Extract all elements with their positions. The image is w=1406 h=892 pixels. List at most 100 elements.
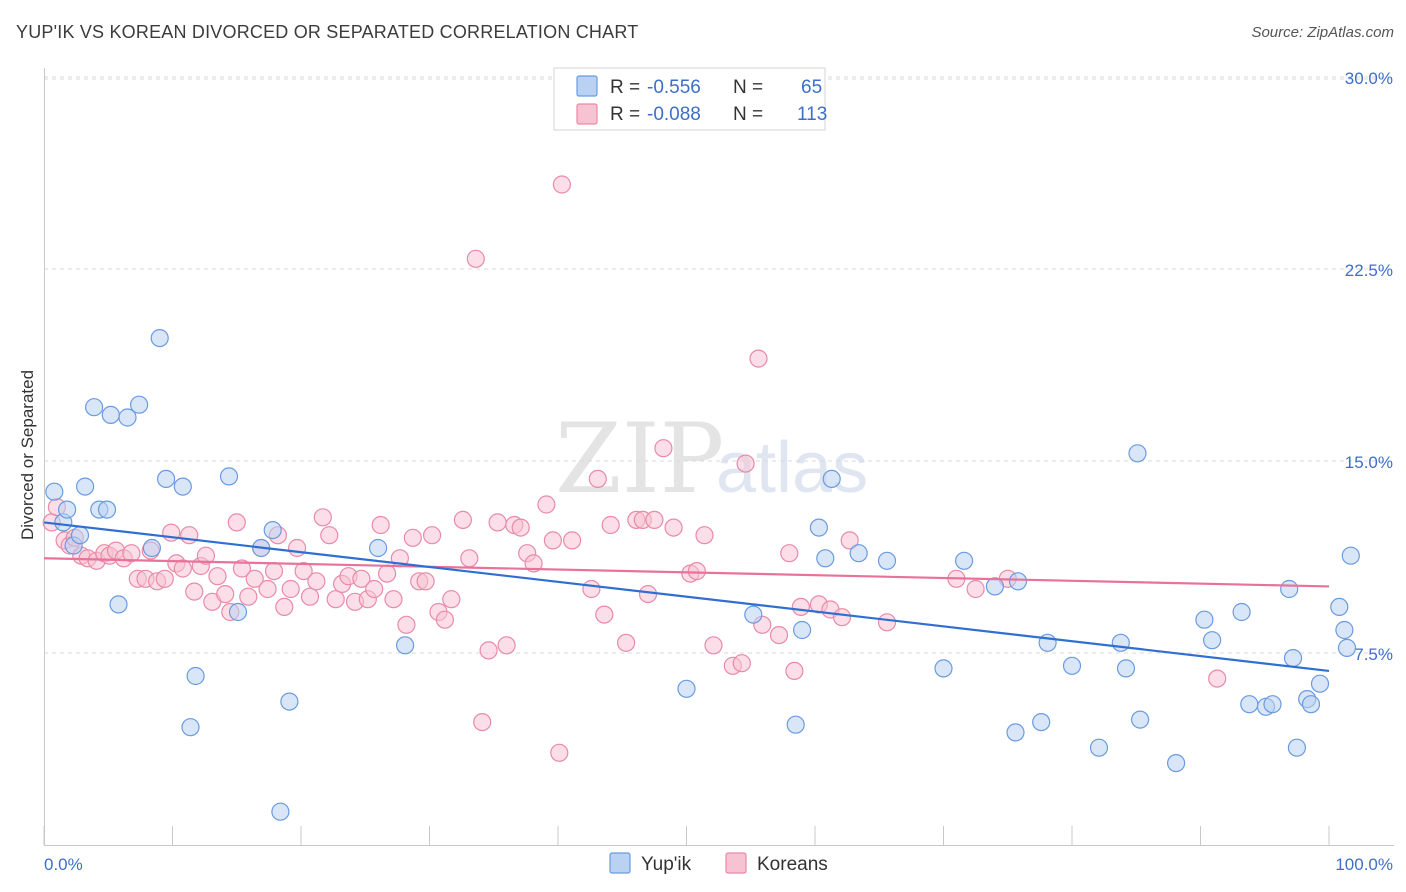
yupik-point xyxy=(1128,444,1147,463)
koreans-point xyxy=(196,546,215,565)
koreans-point xyxy=(638,584,658,604)
y-tick-label: 30.0% xyxy=(1345,69,1393,88)
koreans-point xyxy=(785,661,804,681)
yupik-point xyxy=(75,477,95,496)
series-legend: Yup'ik Koreans xyxy=(609,852,828,875)
koreans-point xyxy=(371,515,390,535)
koreans-point xyxy=(791,597,811,617)
yupik-point xyxy=(70,526,90,545)
koreans-point xyxy=(313,508,332,527)
yupik-point xyxy=(1330,597,1349,617)
yupik-point xyxy=(1116,659,1136,678)
koreans-point xyxy=(769,625,789,645)
y-tick-label: 15.0% xyxy=(1345,453,1393,472)
koreans-point xyxy=(208,567,227,586)
yupik-point xyxy=(219,467,239,486)
yupik-point xyxy=(809,518,829,537)
legend-n-value-koreans: 113 xyxy=(797,104,827,125)
legend-n-label-yupik: N = xyxy=(733,77,763,98)
koreans-point xyxy=(645,510,664,530)
koreans-point xyxy=(320,526,339,545)
legend-n-value-yupik: 65 xyxy=(801,77,822,98)
koreans-point xyxy=(232,559,251,578)
koreans-point xyxy=(326,590,345,609)
koreans-point xyxy=(384,590,403,609)
koreans-point xyxy=(704,636,723,655)
koreans-point xyxy=(582,579,601,599)
legend-n-label-koreans: N = xyxy=(733,104,763,125)
chart-source: Source: ZipAtlas.com xyxy=(1251,24,1394,41)
yupik-point xyxy=(985,577,1005,596)
x-tick-label-min: 0.0% xyxy=(44,855,83,874)
yupik-point xyxy=(1232,602,1251,622)
bottom-legend-label-yupik: Yup'ik xyxy=(641,854,692,875)
koreans-point xyxy=(488,513,507,532)
yupik-point xyxy=(954,551,974,570)
yupik-point xyxy=(84,398,104,417)
koreans-point xyxy=(966,579,985,599)
koreans-point xyxy=(460,549,479,568)
yupik-point xyxy=(101,405,120,424)
yupik-point xyxy=(1062,656,1082,675)
koreans-point xyxy=(352,569,371,588)
yupik-point xyxy=(1280,579,1299,599)
koreans-point xyxy=(275,597,294,617)
legend-swatch-yupik xyxy=(576,75,598,97)
koreans-point xyxy=(453,510,472,530)
koreans-point xyxy=(687,561,706,581)
legend-r-label-yupik: R = xyxy=(610,77,640,98)
koreans-point xyxy=(543,531,563,550)
yupik-point xyxy=(1195,610,1214,629)
bottom-legend-swatch-koreans xyxy=(725,852,747,874)
yupik-trend-line xyxy=(43,521,1330,673)
y-tick-label: 7.5% xyxy=(1354,645,1393,664)
koreans-point xyxy=(288,538,307,558)
koreans-point xyxy=(397,615,416,634)
yupik-point xyxy=(228,602,248,622)
bottom-legend-label-koreans: Koreans xyxy=(757,854,828,875)
koreans-point xyxy=(780,544,799,563)
koreans-point xyxy=(416,572,435,591)
yupik-point xyxy=(1263,695,1282,714)
koreans-point xyxy=(258,579,277,599)
koreans-point xyxy=(497,636,516,655)
yupik-point xyxy=(109,595,128,614)
koreans-point xyxy=(180,526,199,545)
koreans-point xyxy=(264,561,284,581)
koreans-point xyxy=(442,590,461,609)
yupik-point xyxy=(744,605,763,624)
yupik-point xyxy=(1301,695,1321,714)
yupik-point xyxy=(45,482,64,501)
koreans-point xyxy=(840,531,859,550)
yupik-point xyxy=(1283,648,1303,668)
legend-r-value-yupik: -0.556 xyxy=(647,77,701,98)
koreans-point xyxy=(435,610,454,629)
y-axis-title: Divorced or Separated xyxy=(18,370,37,540)
koreans-point xyxy=(227,513,246,532)
yupik-point xyxy=(369,538,388,558)
yupik-point xyxy=(1240,695,1259,714)
yupik-point xyxy=(142,538,161,558)
koreans-point xyxy=(216,584,235,604)
bottom-legend-swatch-yupik xyxy=(609,852,631,874)
watermark-zip: ZIP xyxy=(555,403,724,515)
legend-swatch-koreans xyxy=(576,103,598,125)
yupik-point xyxy=(816,549,835,568)
koreans-point xyxy=(524,554,543,573)
koreans-point xyxy=(473,712,492,732)
legend-r-value-koreans: -0.088 xyxy=(647,104,701,125)
koreans-point xyxy=(479,641,498,660)
yupik-point xyxy=(1130,710,1150,729)
yupik-point xyxy=(1202,631,1222,650)
y-tick-labels: 7.5% 15.0% 22.5% 30.0% xyxy=(1345,69,1393,664)
yupik-point xyxy=(1310,674,1330,693)
koreans-point xyxy=(749,349,768,368)
yupik-point xyxy=(186,666,205,686)
yupik-point xyxy=(1008,572,1028,591)
koreans-point xyxy=(239,587,258,606)
yupik-points xyxy=(45,329,1360,821)
koreans-point xyxy=(695,526,714,545)
x-tick-label-max: 100.0% xyxy=(1335,855,1393,874)
koreans-point xyxy=(466,249,485,268)
koreans-point xyxy=(281,579,300,599)
